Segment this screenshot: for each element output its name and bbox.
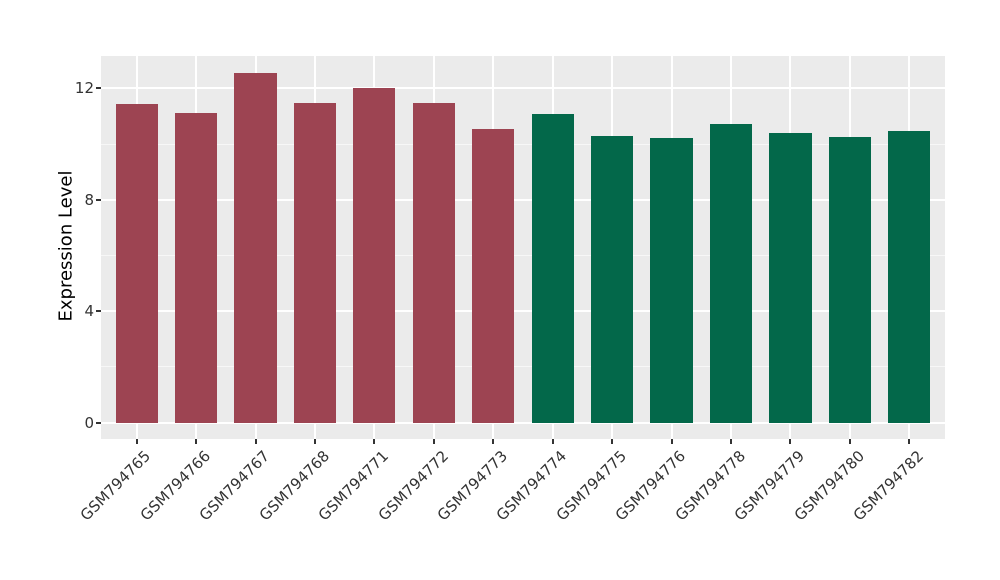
x-tick-mark bbox=[254, 439, 257, 444]
x-tick-mark bbox=[670, 439, 673, 444]
gridline-major bbox=[101, 310, 945, 313]
x-tick-mark bbox=[492, 439, 495, 444]
x-tick-mark bbox=[373, 439, 376, 444]
y-tick-mark bbox=[96, 198, 101, 201]
bar-GSM794767 bbox=[234, 73, 277, 423]
y-tick-mark bbox=[96, 310, 101, 313]
x-tick-mark bbox=[195, 439, 198, 444]
x-tick-mark bbox=[611, 439, 614, 444]
y-tick-label: 4 bbox=[84, 302, 94, 321]
x-tick-mark bbox=[789, 439, 792, 444]
bar-GSM794776 bbox=[650, 137, 693, 423]
x-tick-mark bbox=[551, 439, 554, 444]
y-tick-mark bbox=[96, 421, 101, 424]
y-tick-label: 0 bbox=[84, 413, 94, 432]
x-tick-mark bbox=[313, 439, 316, 444]
x-tick-mark bbox=[908, 439, 911, 444]
y-tick-mark bbox=[96, 87, 101, 90]
y-tick-label: 12 bbox=[74, 79, 94, 98]
gridline-minor bbox=[101, 143, 945, 145]
plot-panel bbox=[101, 56, 945, 439]
bar-GSM794775 bbox=[591, 135, 634, 423]
x-tick-mark bbox=[848, 439, 851, 444]
bar-GSM794780 bbox=[828, 137, 871, 423]
y-tick-label: 8 bbox=[84, 190, 94, 209]
bar-GSM794765 bbox=[115, 104, 158, 423]
gridline-major bbox=[101, 87, 945, 90]
x-tick-mark bbox=[432, 439, 435, 444]
bar-GSM794779 bbox=[769, 133, 812, 423]
gridline-minor bbox=[101, 254, 945, 256]
gridline-minor bbox=[101, 366, 945, 368]
bar-GSM794773 bbox=[472, 129, 515, 423]
bar-GSM794772 bbox=[412, 103, 455, 423]
bar-GSM794771 bbox=[353, 87, 396, 423]
gridline-major bbox=[101, 421, 945, 424]
x-tick-mark bbox=[135, 439, 138, 444]
bar-GSM794778 bbox=[709, 124, 753, 423]
bar-GSM794774 bbox=[531, 114, 574, 423]
x-tick-mark bbox=[730, 439, 733, 444]
bar-GSM794782 bbox=[888, 130, 931, 423]
bar-GSM794766 bbox=[174, 113, 218, 423]
bar-GSM794768 bbox=[293, 102, 337, 423]
gridline-major bbox=[101, 198, 945, 201]
